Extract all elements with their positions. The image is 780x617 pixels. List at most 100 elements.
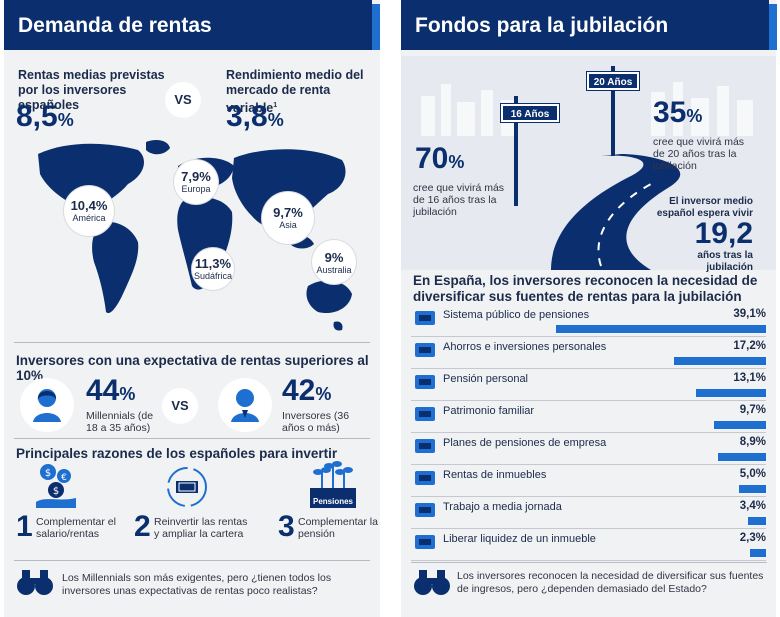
income-source-bar bbox=[673, 357, 766, 365]
demand-header: Demanda de rentas bbox=[4, 0, 380, 50]
variable-yield-label: Rendimiento medio del mercado de renta v… bbox=[226, 68, 364, 116]
demand-title: Demanda de rentas bbox=[18, 14, 212, 37]
retirement-header: Fondos para la jubilación bbox=[401, 0, 777, 50]
region-australia: 9% Australia bbox=[312, 240, 356, 284]
income-source-row: Ahorros e inversiones personales 17,2% bbox=[411, 337, 766, 369]
row-divider bbox=[411, 432, 766, 433]
reasons-section-title: Principales razones de los españoles par… bbox=[16, 446, 338, 461]
plant-pot-icon bbox=[310, 461, 356, 508]
columns-icon bbox=[413, 307, 437, 327]
income-source-row: Trabajo a media jornada 3,4% bbox=[411, 497, 766, 529]
millennials-value: 44% bbox=[86, 374, 136, 407]
income-source-label: Planes de pensiones de empresa bbox=[443, 437, 607, 449]
binoculars-icon bbox=[414, 570, 450, 595]
reason-1-text: Complementar el salario/rentas bbox=[36, 516, 116, 540]
income-source-label: Sistema público de pensiones bbox=[443, 309, 590, 321]
income-source-row: Sistema público de pensiones 39,1% bbox=[411, 305, 766, 337]
diversify-section-title: En España, los inversores reconocen la n… bbox=[413, 273, 758, 304]
right-footer: Los inversores reconocen la necesidad de… bbox=[457, 570, 764, 595]
gold-bars-icon bbox=[413, 403, 437, 423]
retirement-panel: Fondos para la jubilación 16 Años 20 Año… bbox=[401, 0, 777, 617]
coins-hand-icon: $ € $ bbox=[36, 464, 76, 508]
pension-tag: Pensiones bbox=[312, 497, 353, 506]
reason-2-text: Reinvertir las rentas y ampliar la carte… bbox=[154, 516, 248, 540]
divider bbox=[411, 562, 767, 563]
income-source-value: 8,9% bbox=[739, 436, 766, 448]
row-divider bbox=[411, 496, 766, 497]
income-source-bar bbox=[739, 485, 766, 493]
svg-text:€: € bbox=[61, 473, 67, 483]
variable-yield-value: 3,8% bbox=[226, 100, 284, 133]
investors-value: 42% bbox=[282, 374, 332, 407]
average-suffix: años tras la jubilación bbox=[697, 250, 753, 273]
income-source-value: 5,0% bbox=[739, 468, 766, 480]
reinvest-icon bbox=[167, 467, 207, 507]
house-icon bbox=[413, 467, 437, 487]
income-source-row: Rentas de inmuebles 5,0% bbox=[411, 465, 766, 497]
income-source-label: Patrimonio familiar bbox=[443, 405, 535, 417]
income-source-label: Pensión personal bbox=[443, 373, 529, 385]
world-map bbox=[38, 140, 352, 331]
millennial-avatar bbox=[20, 378, 74, 432]
average-value: 19,2 bbox=[694, 217, 753, 250]
row-divider bbox=[411, 336, 766, 337]
income-source-row: Planes de pensiones de empresa 8,9% bbox=[411, 433, 766, 465]
stat-35-label: cree que vivirá más de 20 años tras la j… bbox=[653, 136, 745, 172]
income-source-bar bbox=[556, 325, 766, 333]
stat-35-value: 35% bbox=[653, 96, 703, 129]
income-source-value: 17,2% bbox=[733, 340, 766, 352]
binoculars-icon bbox=[17, 570, 53, 595]
divider bbox=[14, 342, 370, 343]
woman-icon bbox=[33, 389, 61, 422]
income-source-value: 39,1% bbox=[733, 308, 766, 320]
divider bbox=[14, 560, 370, 561]
piggy-bank-icon bbox=[413, 339, 437, 359]
vs-badge-2: VS bbox=[162, 388, 198, 424]
expected-rent-label: Rentas medias previstas por los inversor… bbox=[18, 68, 165, 112]
income-source-row: Pensión personal 13,1% bbox=[411, 369, 766, 401]
road-illustration bbox=[401, 56, 776, 270]
reason-1-number: 1 bbox=[16, 510, 33, 543]
income-source-value: 13,1% bbox=[733, 372, 766, 384]
region-sudafrica: 11,3% Sudáfrica bbox=[192, 248, 234, 290]
expected-rent-value: 8,5% bbox=[16, 100, 74, 133]
svg-text:$: $ bbox=[45, 468, 51, 479]
header-accent bbox=[372, 4, 380, 50]
income-source-bar bbox=[718, 453, 766, 461]
income-source-bar bbox=[695, 389, 766, 397]
reason-2-number: 2 bbox=[134, 510, 151, 543]
region-america: 10,4% América bbox=[64, 186, 114, 236]
row-divider bbox=[411, 528, 766, 529]
row-divider bbox=[411, 368, 766, 369]
income-source-row: Liberar liquidez de un inmueble 2,3% bbox=[411, 529, 766, 561]
vs-badge: VS bbox=[165, 82, 201, 118]
region-europa: 7,9% Europa bbox=[174, 160, 218, 204]
row-divider bbox=[411, 560, 766, 561]
person-icon bbox=[413, 371, 437, 391]
left-footer: Los Millennials son más exigentes, pero … bbox=[62, 572, 332, 597]
income-source-row: Patrimonio familiar 9,7% bbox=[411, 401, 766, 433]
stat-70-label: cree que vivirá más de 16 años tras la j… bbox=[413, 182, 505, 218]
income-source-value: 3,4% bbox=[739, 500, 766, 512]
income-source-label: Trabajo a media jornada bbox=[443, 501, 562, 513]
income-source-bar bbox=[750, 549, 766, 557]
income-source-value: 2,3% bbox=[739, 532, 766, 544]
row-divider bbox=[411, 464, 766, 465]
svg-text:$: $ bbox=[53, 486, 59, 497]
row-divider bbox=[411, 400, 766, 401]
income-source-label: Ahorros e inversiones personales bbox=[443, 341, 607, 353]
coins-icon bbox=[413, 499, 437, 519]
investors-label: Inversores (36 años o más) bbox=[282, 410, 350, 434]
income-source-value: 9,7% bbox=[739, 404, 766, 416]
income-source-label: Liberar liquidez de un inmueble bbox=[443, 533, 596, 545]
building-icon bbox=[413, 435, 437, 455]
millennials-label: Millennials (de 18 a 35 años) bbox=[86, 410, 154, 434]
demand-panel: Demanda de rentas Rentas medias prevista… bbox=[4, 0, 380, 617]
income-source-bar bbox=[747, 517, 766, 525]
region-asia: 9,7% Asia bbox=[262, 192, 314, 244]
stat-70-value: 70% bbox=[415, 142, 465, 175]
reason-3-text: Complementar la pensión bbox=[298, 516, 378, 540]
income-source-bar bbox=[713, 421, 766, 429]
sign-16-years: 16 Años bbox=[501, 104, 559, 122]
house-coin-icon bbox=[413, 531, 437, 551]
